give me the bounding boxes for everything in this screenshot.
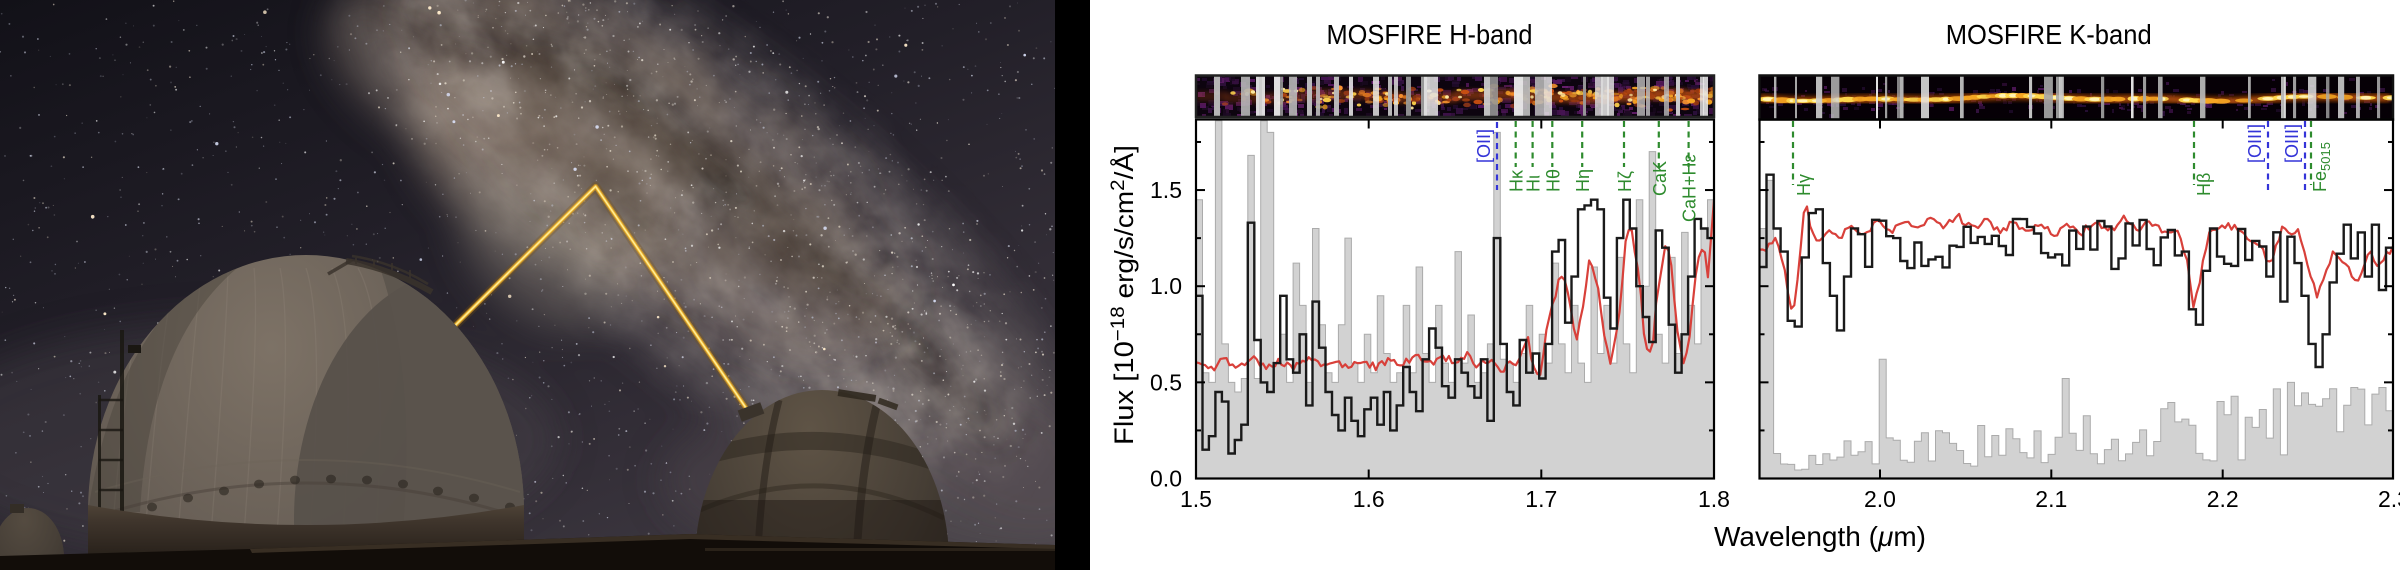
svg-text:Hβ: Hβ [2194, 173, 2214, 196]
svg-text:2.0: 2.0 [1864, 486, 1896, 512]
svg-text:Wavelength (μm): Wavelength (μm) [1714, 521, 1926, 552]
svg-text:1.8: 1.8 [1698, 486, 1730, 512]
svg-text:Hκ: Hκ [1507, 169, 1527, 192]
svg-text:1.0: 1.0 [1150, 273, 1182, 299]
svg-text:1.5: 1.5 [1150, 177, 1182, 203]
svg-text:2.2: 2.2 [2207, 486, 2239, 512]
svg-text:1.6: 1.6 [1353, 486, 1385, 512]
svg-text:2.1: 2.1 [2035, 486, 2067, 512]
svg-text:[OIII]: [OIII] [2282, 124, 2302, 163]
svg-text:1.5: 1.5 [1180, 486, 1212, 512]
svg-text:0.0: 0.0 [1150, 466, 1182, 492]
svg-text:MOSFIRE K-band: MOSFIRE K-band [1946, 19, 2152, 50]
svg-text:MOSFIRE H-band: MOSFIRE H-band [1327, 19, 1533, 50]
svg-text:[OIII]: [OIII] [2245, 124, 2265, 163]
svg-text:CaK: CaK [1650, 161, 1670, 196]
svg-text:Hι: Hι [1524, 175, 1544, 192]
svg-text:2.3: 2.3 [2378, 486, 2400, 512]
svg-text:Hζ: Hζ [1615, 171, 1635, 192]
svg-text:1.7: 1.7 [1525, 486, 1557, 512]
svg-text:Hη: Hη [1573, 169, 1593, 192]
svg-text:Hγ: Hγ [1794, 174, 1814, 196]
svg-text:Hθ: Hθ [1543, 169, 1563, 192]
svg-text:0.5: 0.5 [1150, 369, 1182, 395]
svg-text:Flux [10−18 erg/s/cm2/Å]: Flux [10−18 erg/s/cm2/Å] [1108, 145, 1139, 445]
svg-text:CaH+Hε: CaH+Hε [1680, 154, 1700, 222]
svg-text:[OII]: [OII] [1474, 129, 1494, 163]
